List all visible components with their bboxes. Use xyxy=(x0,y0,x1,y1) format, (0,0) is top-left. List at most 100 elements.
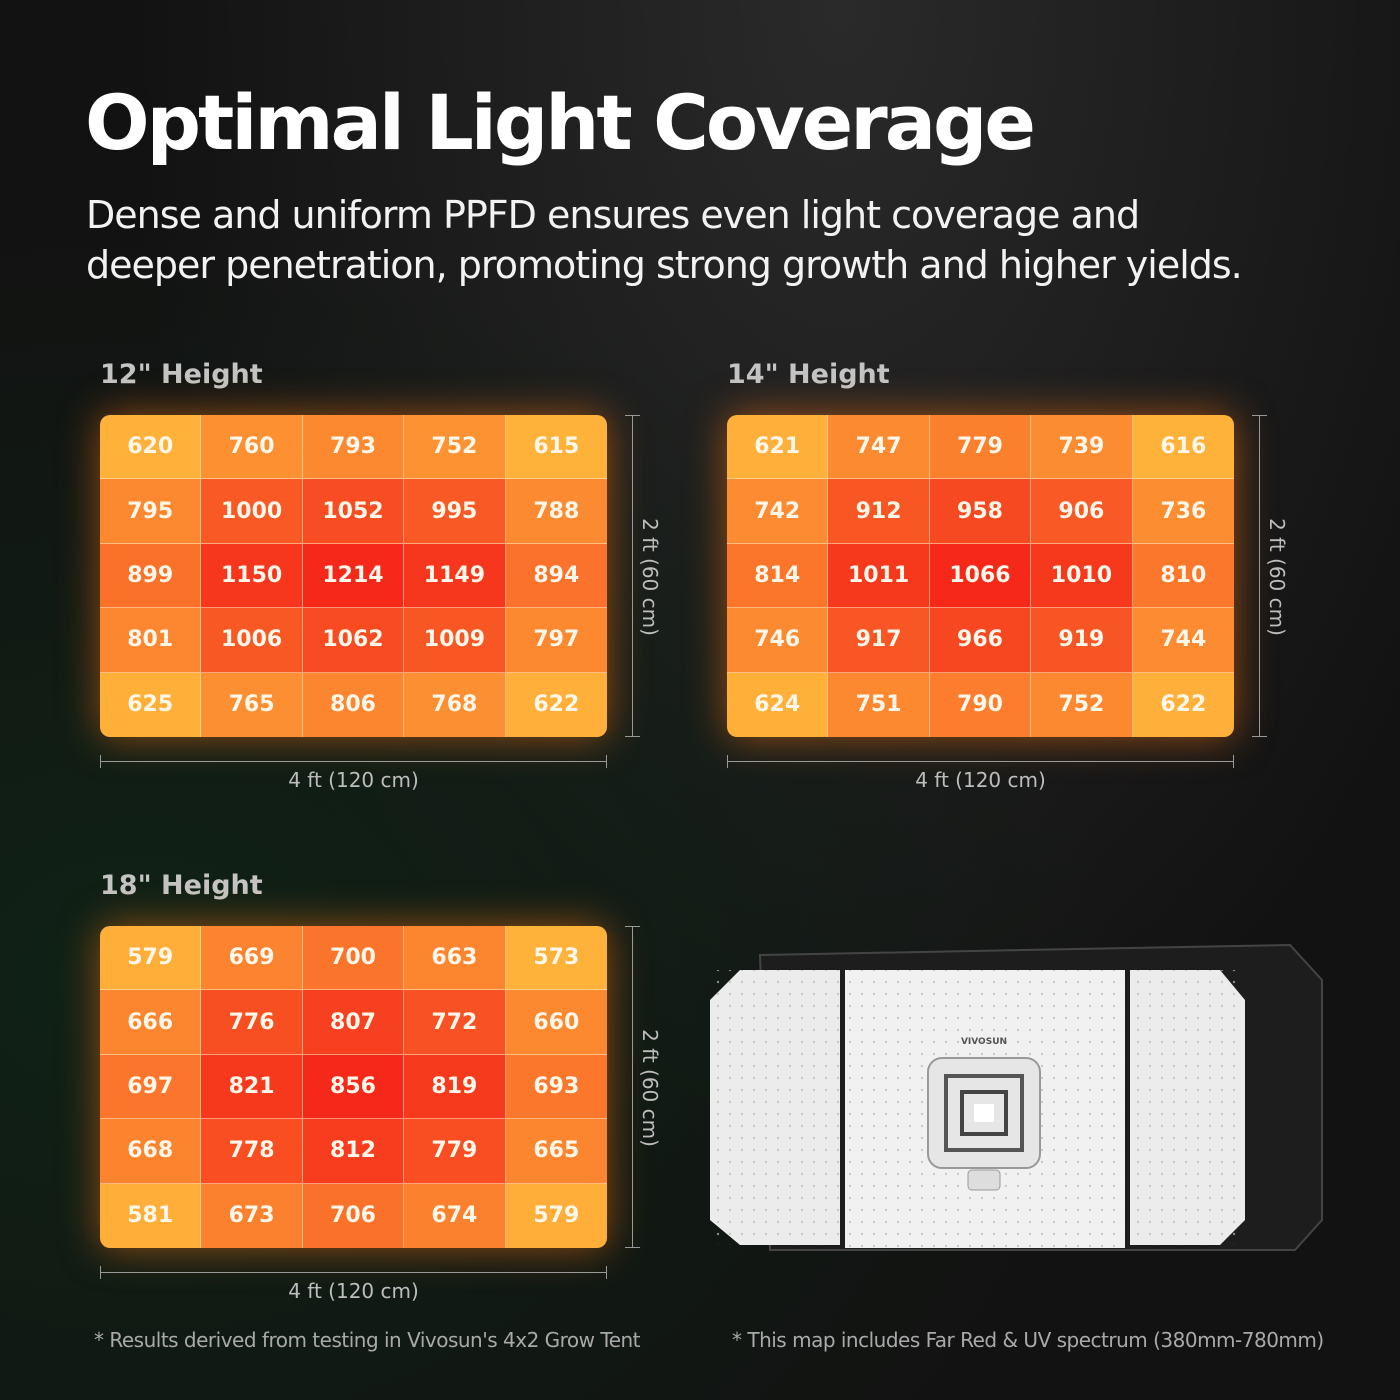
heatmap-cell: 812 xyxy=(302,1119,405,1184)
dimension-line xyxy=(727,761,1234,762)
dimension-tick xyxy=(1252,736,1267,737)
heatmap-cell: 579 xyxy=(505,1183,607,1248)
footnote: * This map includes Far Red & UV spectru… xyxy=(732,1328,1324,1352)
heatmap-cell: 660 xyxy=(505,990,607,1055)
heatmap-cell: 793 xyxy=(302,415,405,480)
heatmap-cell: 666 xyxy=(100,990,202,1055)
heatmap-cell: 739 xyxy=(1031,415,1133,480)
heatmap-cell: 795 xyxy=(100,479,202,544)
heatmap-cell: 624 xyxy=(727,672,829,737)
heatmap-cell: 673 xyxy=(201,1183,303,1248)
subtitle: deeper penetration, promoting strong gro… xyxy=(86,243,1243,287)
heatmap-cell: 616 xyxy=(1132,415,1234,480)
heatmap-cell: 746 xyxy=(727,608,829,673)
heatmap-cell: 615 xyxy=(505,415,607,480)
heatmap: 579 669 700 663 573 666 776 807 772 660 697 821 856 8… xyxy=(100,926,607,1248)
dimension-line xyxy=(100,1272,607,1273)
heatmap-cell: 1052 xyxy=(302,479,405,544)
heatmap-cell: 778 xyxy=(201,1119,303,1184)
heatmap-cell: 779 xyxy=(404,1119,506,1184)
heatmap-cell: 807 xyxy=(302,990,405,1055)
height-label: 2 ft (60 cm) xyxy=(1265,518,1289,636)
dimension-tick xyxy=(100,1266,101,1279)
heatmap-cell: 669 xyxy=(201,926,303,991)
heatmap-cell: 693 xyxy=(505,1054,607,1120)
heatmap-cell: 573 xyxy=(505,926,607,991)
heatmap-cell: 622 xyxy=(1132,672,1234,737)
heatmap-cell: 797 xyxy=(505,608,607,673)
heatmap-cell: 736 xyxy=(1132,479,1234,544)
dimension-tick xyxy=(625,1247,640,1248)
dimension-tick xyxy=(606,755,607,768)
heatmap-cell: 995 xyxy=(404,479,506,544)
height-label: 2 ft (60 cm) xyxy=(638,1029,662,1147)
dimension-tick xyxy=(625,736,640,737)
dimension-tick xyxy=(625,926,640,927)
subtitle: Dense and uniform PPFD ensures even ligh… xyxy=(86,193,1140,237)
heatmap-cell: 1009 xyxy=(404,608,506,673)
heatmap-cell: 1150 xyxy=(201,543,303,609)
heatmap-cell: 801 xyxy=(100,608,202,673)
heatmap-cell: 772 xyxy=(404,990,506,1055)
heatmap-cell: 966 xyxy=(929,608,1032,673)
heatmap-cell: 894 xyxy=(505,543,607,609)
width-label: 4 ft (120 cm) xyxy=(915,768,1046,792)
heatmap: 621 747 779 739 616 742 912 958 906 736 814 1011 106… xyxy=(727,415,1234,737)
heatmap-cell: 625 xyxy=(100,672,202,737)
heatmap-cell: 744 xyxy=(1132,608,1234,673)
heatmap-cell: 1066 xyxy=(929,543,1032,609)
heatmap-cell: 668 xyxy=(100,1119,202,1184)
heatmap-cell: 579 xyxy=(100,926,202,991)
heatmap-cell: 821 xyxy=(201,1054,303,1120)
heatmap-cell: 700 xyxy=(302,926,405,991)
heatmap-cell: 1006 xyxy=(201,608,303,673)
width-label: 4 ft (120 cm) xyxy=(288,768,419,792)
heatmap-cell: 751 xyxy=(828,672,930,737)
dimension-line xyxy=(632,415,633,737)
heatmap-cell: 806 xyxy=(302,672,405,737)
heatmap-cell: 814 xyxy=(727,543,829,609)
heatmap-cell: 674 xyxy=(404,1183,506,1248)
heatmap-cell: 752 xyxy=(404,415,506,480)
heatmap-cell: 742 xyxy=(727,479,829,544)
dimension-tick xyxy=(606,1266,607,1279)
map-title: 12" Height xyxy=(100,359,263,390)
heatmap-cell: 958 xyxy=(929,479,1032,544)
heatmap-cell: 1062 xyxy=(302,608,405,673)
heatmap-cell: 663 xyxy=(404,926,506,991)
heatmap-cell: 665 xyxy=(505,1119,607,1184)
heatmap-cell: 1011 xyxy=(828,543,930,609)
heatmap-cell: 768 xyxy=(404,672,506,737)
heatmap-cell: 1214 xyxy=(302,543,405,609)
map-title: 14" Height xyxy=(727,359,890,390)
heatmap-cell: 819 xyxy=(404,1054,506,1120)
heatmap-cell: 622 xyxy=(505,672,607,737)
heatmap-cell: 620 xyxy=(100,415,202,480)
heatmap-cell: 856 xyxy=(302,1054,405,1120)
heatmap-cell: 1010 xyxy=(1031,543,1133,609)
heatmap-cell: 765 xyxy=(201,672,303,737)
heatmap-cell: 1000 xyxy=(201,479,303,544)
heatmap-cell: 788 xyxy=(505,479,607,544)
height-label: 2 ft (60 cm) xyxy=(638,518,662,636)
heatmap-cell: 706 xyxy=(302,1183,405,1248)
footnote: * Results derived from testing in Vivosu… xyxy=(94,1328,641,1352)
heatmap-cell: 810 xyxy=(1132,543,1234,609)
heatmap-cell: 912 xyxy=(828,479,930,544)
heatmap-cell: 697 xyxy=(100,1054,202,1120)
heatmap-cell: 906 xyxy=(1031,479,1133,544)
dimension-tick xyxy=(1233,755,1234,768)
heatmap-cell: 919 xyxy=(1031,608,1133,673)
heatmap-cell: 899 xyxy=(100,543,202,609)
dimension-line xyxy=(632,926,633,1248)
dimension-tick xyxy=(1252,415,1267,416)
heatmap-cell: 779 xyxy=(929,415,1032,480)
heatmap-cell: 581 xyxy=(100,1183,202,1248)
heatmap-cell: 752 xyxy=(1031,672,1133,737)
heatmap-cell: 1149 xyxy=(404,543,506,609)
title: Optimal Light Coverage xyxy=(85,78,1036,167)
heatmap: 620 760 793 752 615 795 1000 1052 995 788 899 1150 1… xyxy=(100,415,607,737)
heatmap-cell: 776 xyxy=(201,990,303,1055)
heatmap-cell: 747 xyxy=(828,415,930,480)
